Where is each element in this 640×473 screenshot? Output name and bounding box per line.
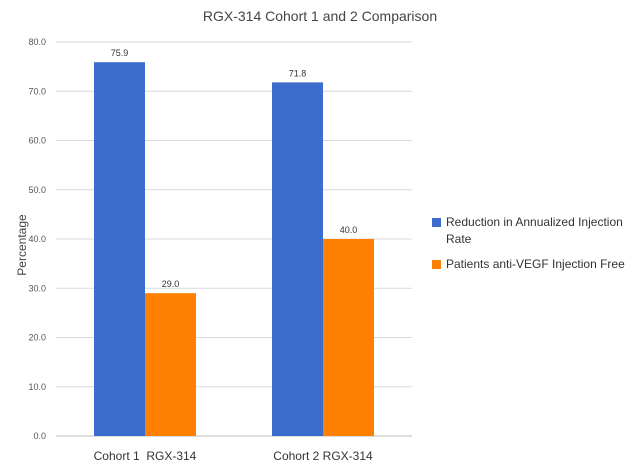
x-tick-label: Cohort 2 RGX-314 [273,449,373,463]
y-tick-label: 10.0 [28,382,46,392]
y-tick-label: 0.0 [33,431,46,441]
data-label: 40.0 [340,225,358,235]
legend-swatch-reduction [432,218,441,227]
y-tick-label: 60.0 [28,136,46,146]
y-tick-label: 40.0 [28,234,46,244]
y-tick-label: 70.0 [28,86,46,96]
y-tick-label: 20.0 [28,333,46,343]
bar [94,62,145,436]
chart-title: RGX-314 Cohort 1 and 2 Comparison [202,8,438,24]
legend-swatch-injection-free [432,260,441,269]
y-tick-label: 50.0 [28,185,46,195]
legend-label-injection-free: Patients anti-VEGF Injection Free [446,257,625,271]
y-tick-label: 80.0 [28,37,46,47]
legend-item-reduction: Reduction in Annualized Injection Rate [432,214,632,248]
legend-label-reduction: Reduction in Annualized Injection Rate [446,215,623,246]
bar [272,82,323,436]
legend-item-injection-free: Patients anti-VEGF Injection Free [432,256,632,273]
data-label: 29.0 [162,279,180,289]
legend: Reduction in Annualized Injection Rate P… [432,214,632,281]
bar [323,239,374,436]
data-label: 71.8 [289,68,307,78]
data-label: 75.9 [111,48,129,58]
bar [145,293,196,436]
y-tick-label: 30.0 [28,283,46,293]
x-tick-label: Cohort 1 RGX-314 [94,449,197,463]
